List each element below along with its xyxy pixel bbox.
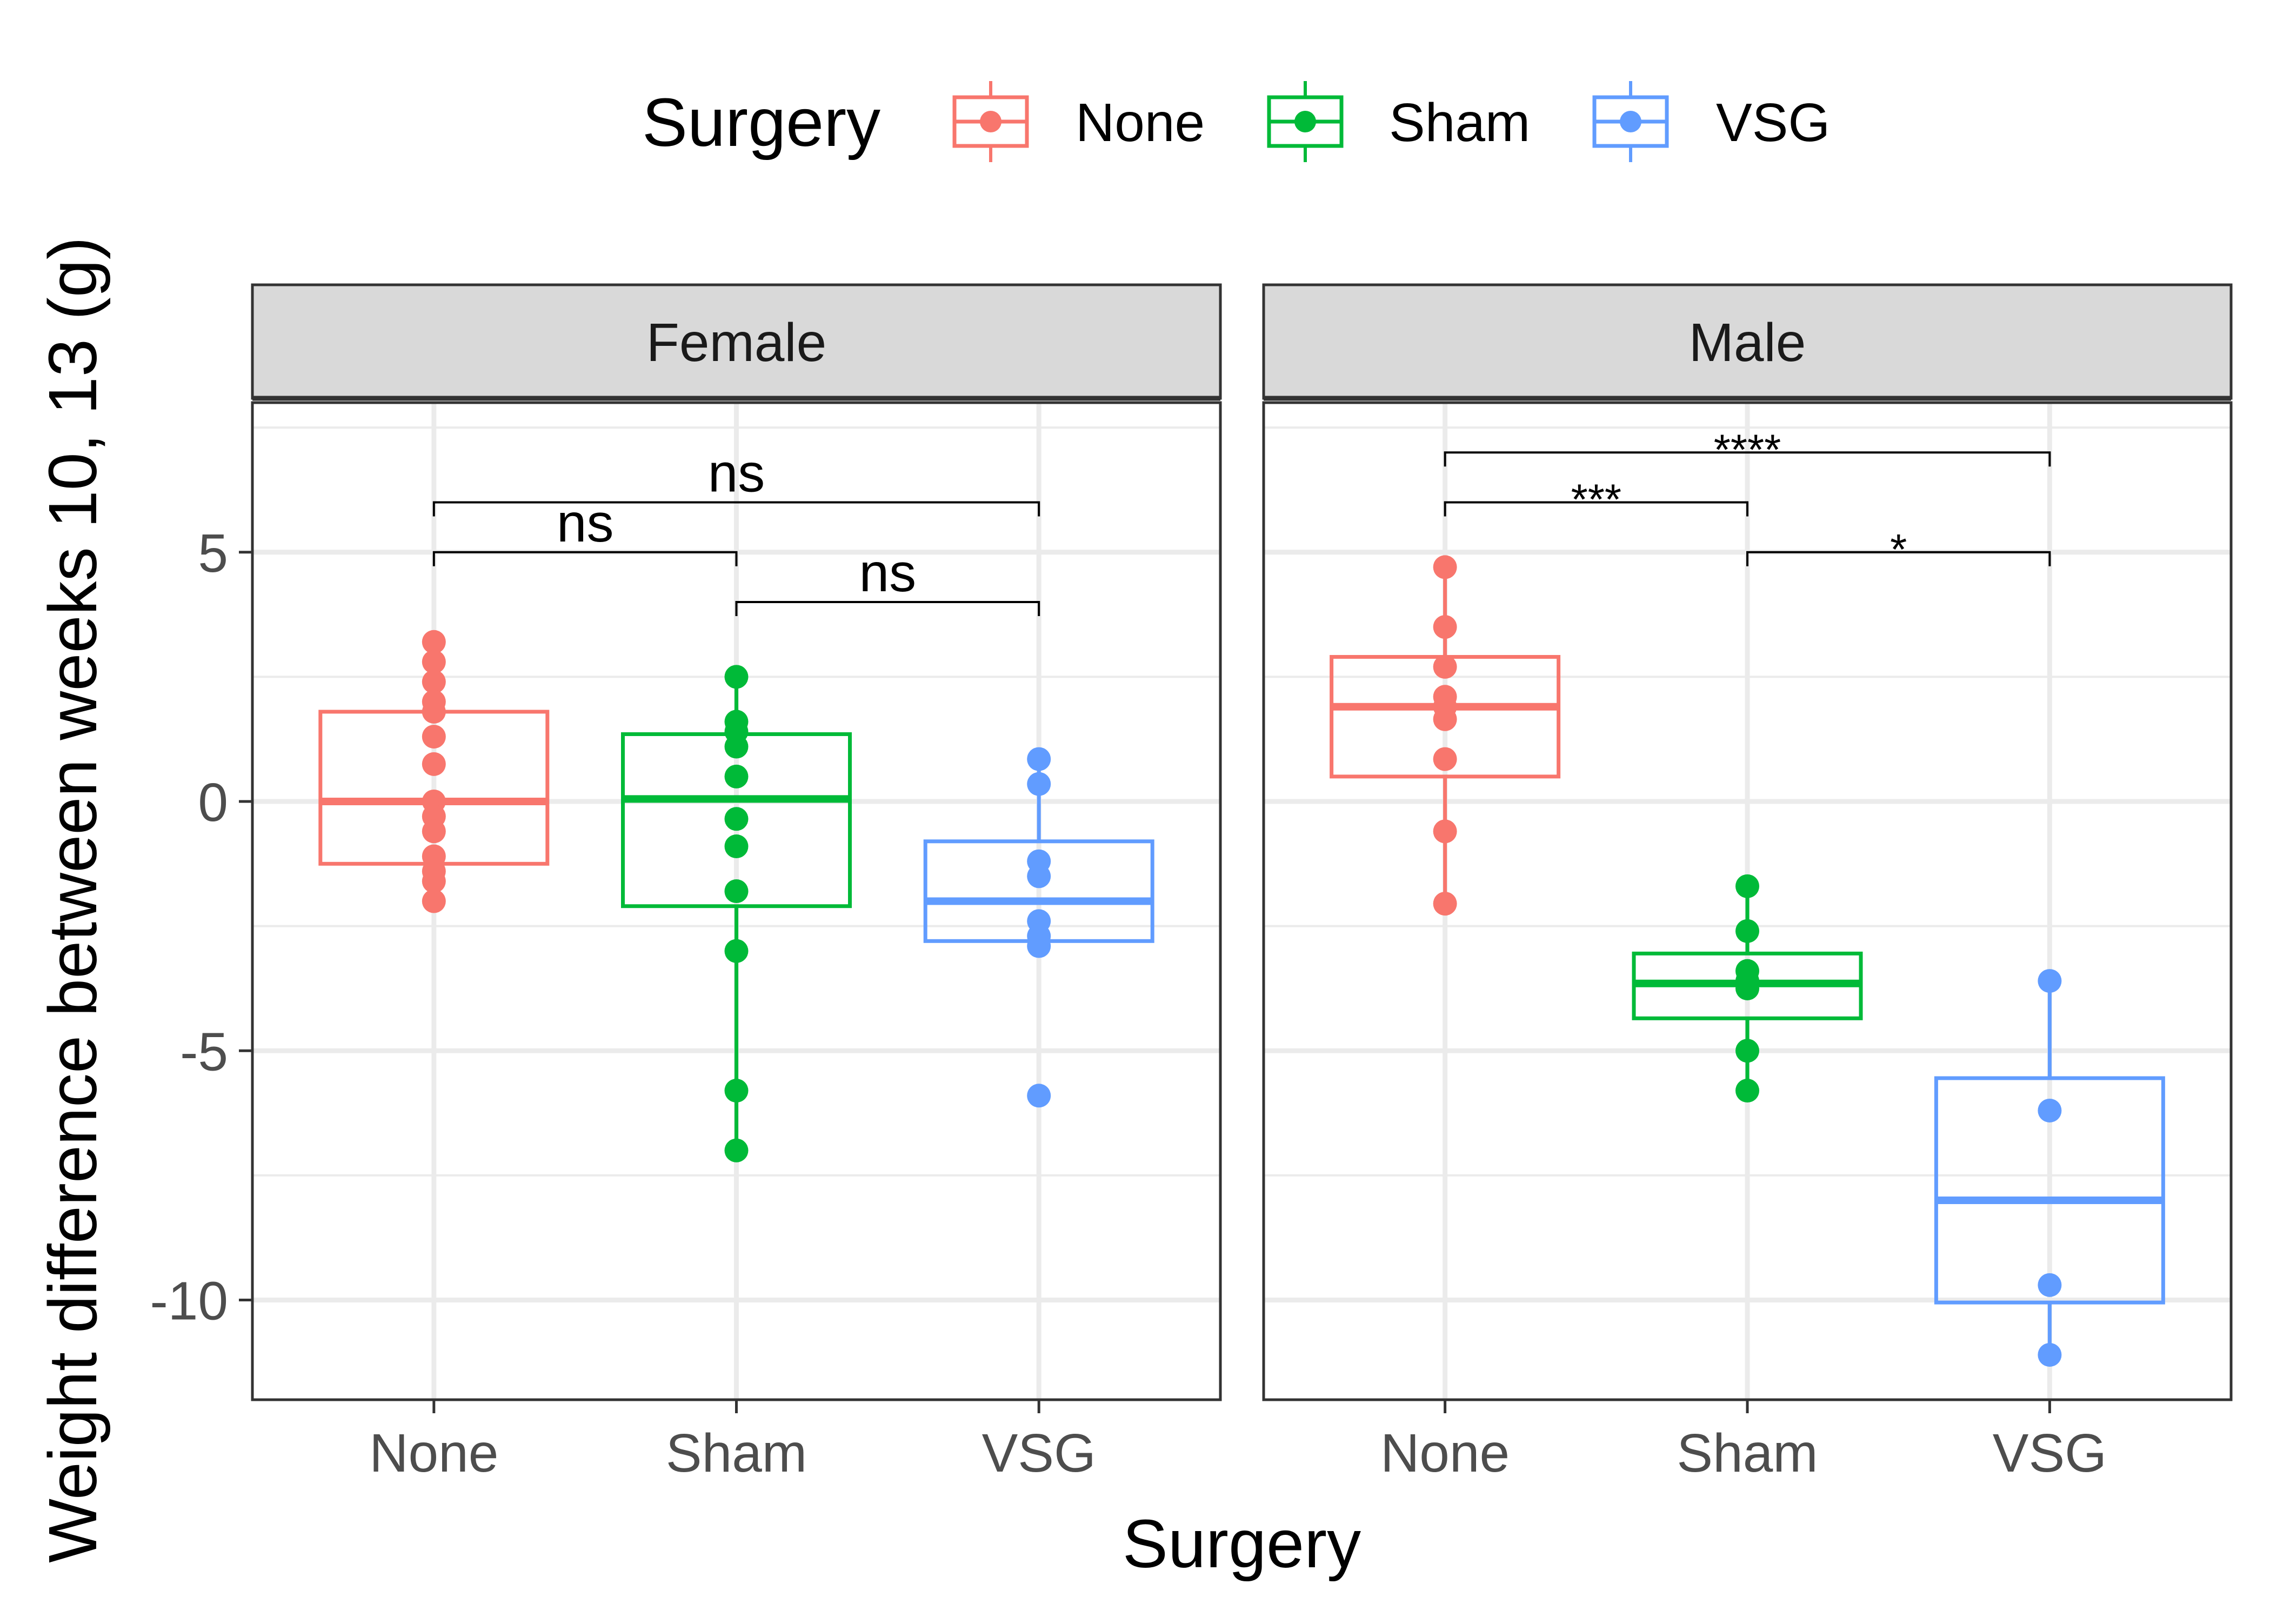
significance-label: ns	[859, 543, 917, 603]
legend-key-point	[1294, 111, 1316, 132]
data-point	[1735, 1079, 1759, 1103]
legend-key-point	[980, 111, 1002, 132]
legend-label: None	[1076, 92, 1205, 153]
data-point	[724, 734, 749, 759]
data-point	[1735, 874, 1759, 898]
data-point	[1433, 747, 1457, 771]
data-point	[1027, 1084, 1051, 1108]
data-point	[1433, 555, 1457, 579]
legend-label: VSG	[1716, 92, 1830, 153]
data-point	[724, 834, 749, 859]
data-point	[422, 670, 446, 694]
data-point	[1735, 976, 1759, 1000]
significance-bracket	[432, 551, 738, 566]
significance-label: ns	[708, 443, 765, 504]
data-point	[422, 889, 446, 913]
significance-label: *	[1890, 525, 1907, 573]
x-tick-label: Sham	[1677, 1423, 1818, 1483]
data-point	[422, 699, 446, 724]
y-tick-label: -5	[180, 1021, 228, 1082]
data-point	[1027, 747, 1051, 771]
significance-label: ***	[1571, 476, 1621, 524]
x-tick-label: VSG	[1993, 1423, 2107, 1483]
data-point	[1433, 654, 1457, 679]
data-point	[724, 1079, 749, 1103]
data-point	[422, 725, 446, 749]
box-iqr	[1934, 1076, 2165, 1305]
x-tick-label: None	[369, 1423, 498, 1483]
facet-label: Female	[646, 312, 826, 373]
significance-bracket	[735, 601, 1040, 616]
data-point	[1735, 1039, 1759, 1063]
data-point	[1027, 864, 1051, 888]
y-axis-title: Weight difference between weeks 10, 13 (…	[35, 237, 111, 1563]
x-tick-label: Sham	[666, 1423, 807, 1483]
legend-key-point	[1620, 111, 1641, 132]
data-point	[2038, 1273, 2062, 1297]
significance-bracket	[1444, 451, 2051, 467]
y-tick-label: 5	[198, 523, 228, 584]
legend-label: Sham	[1389, 92, 1530, 153]
legend-title: Surgery	[642, 84, 880, 161]
data-point	[1433, 707, 1457, 731]
significance-bracket	[1746, 551, 2051, 566]
data-point	[724, 1138, 749, 1162]
data-point	[422, 650, 446, 674]
x-tick-label: None	[1380, 1423, 1510, 1483]
data-point	[1433, 819, 1457, 844]
data-point	[1735, 919, 1759, 943]
x-tick-label: VSG	[982, 1423, 1096, 1483]
significance-bracket	[1444, 501, 1748, 517]
data-point	[2038, 1098, 2062, 1122]
y-tick-label: 0	[198, 772, 228, 833]
data-point	[422, 630, 446, 654]
significance-bracket	[432, 501, 1040, 517]
data-point	[724, 879, 749, 904]
data-point	[724, 764, 749, 788]
data-point	[422, 752, 446, 776]
data-point	[724, 939, 749, 963]
data-point	[2038, 1342, 2062, 1367]
facet-strip	[251, 283, 1222, 400]
data-point	[724, 665, 749, 689]
data-point	[1433, 892, 1457, 916]
data-point	[2038, 969, 2062, 993]
data-point	[1027, 934, 1051, 958]
data-point	[724, 807, 749, 831]
facet-label: Male	[1689, 312, 1806, 373]
data-point	[422, 819, 446, 844]
data-point	[422, 869, 446, 893]
y-tick-label: -10	[150, 1271, 228, 1332]
significance-label: ****	[1714, 425, 1781, 473]
data-point	[1433, 615, 1457, 639]
data-point	[1027, 772, 1051, 796]
x-axis-title: Surgery	[1123, 1506, 1361, 1582]
